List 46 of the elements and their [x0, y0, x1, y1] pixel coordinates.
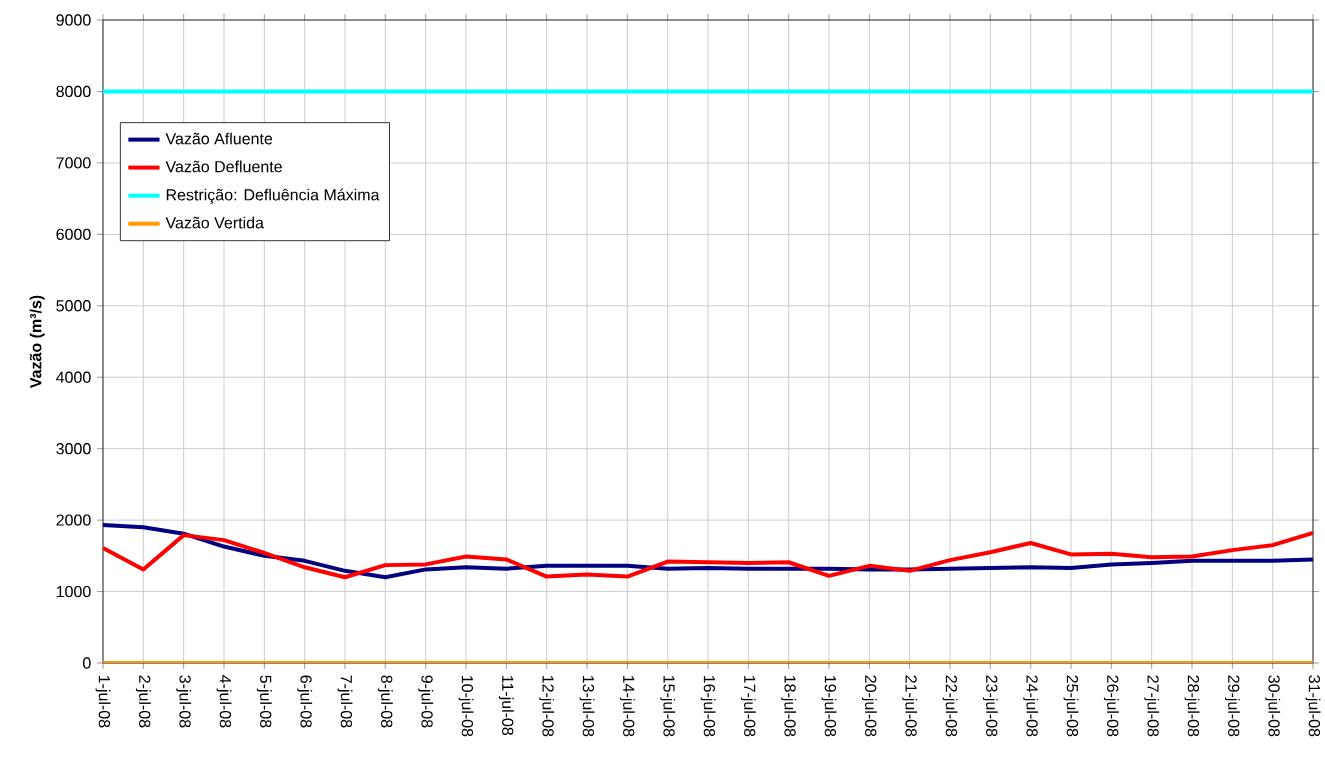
x-tick-label: 20-jul-08: [861, 675, 877, 737]
x-tick-label: 29-jul-08: [1224, 675, 1240, 737]
y-tick-label: 6000: [56, 228, 91, 240]
legend-label: Vazão Afluente: [165, 132, 273, 145]
x-tick-label: 31-jul-08: [1305, 675, 1321, 737]
x-tick-label: 25-jul-08: [1063, 675, 1079, 737]
x-tick-label: 13-jul-08: [579, 675, 595, 737]
x-tick-label: 12-jul-08: [539, 675, 555, 737]
x-tick-label: 10-jul-08: [458, 675, 474, 737]
x-tick-label: 30-jul-08: [1265, 675, 1281, 737]
y-tick-label: 0: [83, 657, 91, 669]
x-tick-label: 23-jul-08: [982, 675, 998, 737]
x-tick-label: 9-jul-08: [418, 675, 434, 728]
y-tick-label: 2000: [56, 514, 91, 526]
x-tick-label: 28-jul-08: [1184, 675, 1200, 737]
legend-label: Vazão Vertida: [165, 216, 264, 229]
x-tick-label: 18-jul-08: [781, 675, 797, 737]
y-tick-label: 3000: [56, 442, 91, 455]
y-tick-label: 7000: [56, 157, 91, 169]
x-tick-label: 1-jul-08: [95, 675, 111, 728]
x-tick-label: 27-jul-08: [1144, 675, 1160, 737]
x-tick-label: 15-jul-08: [660, 675, 676, 737]
y-tick-label: 1000: [56, 585, 91, 598]
x-tick-label: 21-jul-08: [902, 675, 918, 737]
x-tick-label: 7-jul-08: [337, 675, 353, 728]
x-tick-label: 4-jul-08: [216, 675, 232, 728]
x-tick-label: 14-jul-08: [619, 675, 635, 737]
x-tick-label: 2-jul-08: [135, 675, 151, 728]
x-tick-label: 17-jul-08: [740, 675, 756, 737]
x-tick-label: 26-jul-08: [1103, 675, 1119, 737]
y-tick-label: 8000: [56, 85, 91, 98]
x-tick-label: 5-jul-08: [256, 675, 272, 728]
x-tick-label: 6-jul-08: [297, 675, 313, 728]
x-tick-label: 8-jul-08: [377, 675, 393, 728]
x-tick-label: 11-jul-08: [498, 675, 514, 736]
legend-label: Restrição: Defluência Máxima: [166, 188, 380, 204]
x-tick-label: 24-jul-08: [1023, 675, 1039, 737]
x-tick-label: 19-jul-08: [821, 675, 837, 737]
y-tick-label: 9000: [56, 14, 91, 26]
y-axis-title: Vazão (m³/s): [29, 295, 45, 389]
x-tick-label: 3-jul-08: [176, 675, 192, 728]
legend-label: Vazão Defluente: [165, 160, 282, 173]
y-tick-label: 4000: [56, 371, 91, 383]
x-tick-label: 16-jul-08: [700, 675, 716, 737]
y-tick-label: 5000: [56, 300, 91, 312]
x-tick-label: 22-jul-08: [942, 675, 958, 737]
